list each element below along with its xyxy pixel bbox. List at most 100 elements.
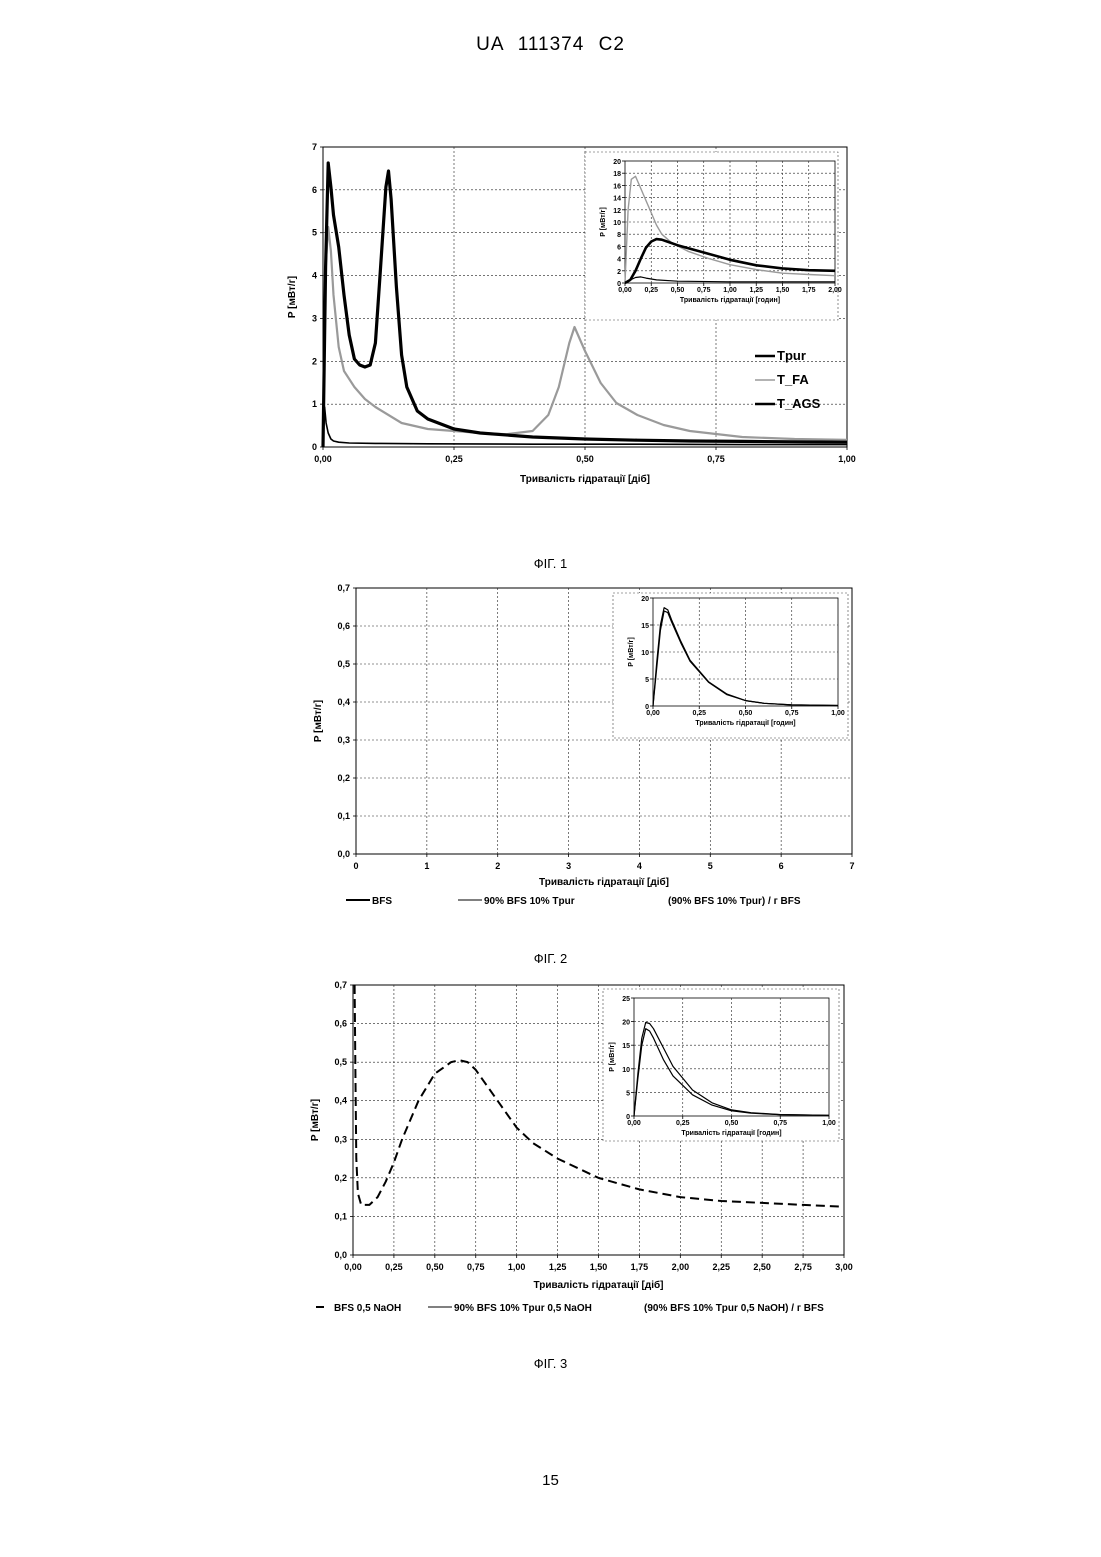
fig3-x-tick-label: 0,75 xyxy=(467,1262,485,1272)
fig1-x-tick-label: 0,25 xyxy=(445,454,463,464)
fig3-y-tick-label: 0,0 xyxy=(334,1250,347,1260)
fig1-inset-y-tick-label: 10 xyxy=(613,220,621,227)
fig3-inset-x-tick-label: 1,00 xyxy=(822,1120,836,1127)
fig2-y-tick-label: 0,6 xyxy=(337,621,350,631)
fig3-x-tick-label: 1,75 xyxy=(631,1262,649,1272)
fig1-y-tick-label: 0 xyxy=(312,442,317,452)
fig3-y-tick-label: 0,1 xyxy=(334,1211,347,1221)
fig1-inset-box xyxy=(585,152,838,320)
fig1-inset-y-tick-label: 2 xyxy=(617,269,621,276)
fig2-x-tick-label: 3 xyxy=(566,861,571,871)
fig1-inset-y-tick-label: 0 xyxy=(617,281,621,288)
fig1-y-tick-label: 2 xyxy=(312,356,317,366)
fig2-legend-label: BFS xyxy=(372,896,392,907)
figure-1-chart: 0,000,250,500,751,0001234567Тривалість г… xyxy=(0,130,1101,500)
fig2-inset-y-tick-label: 10 xyxy=(641,650,649,657)
fig2-inset-x-tick-label: 0,00 xyxy=(646,710,660,717)
fig2-y-tick-label: 0,5 xyxy=(337,659,350,669)
fig3-y-tick-label: 0,7 xyxy=(334,980,347,990)
fig2-y-tick-label: 0,1 xyxy=(337,811,350,821)
fig3-y-tick-label: 0,2 xyxy=(334,1173,347,1183)
fig1-inset-y-tick-label: 6 xyxy=(617,244,621,251)
fig2-inset-y-axis-label: P [мВт/г] xyxy=(628,637,635,667)
fig1-inset-x-tick-label: 0,50 xyxy=(671,287,685,294)
fig1-inset-y-tick-label: 18 xyxy=(613,171,621,178)
fig2-x-tick-label: 5 xyxy=(708,861,713,871)
fig1-inset-y-tick-label: 14 xyxy=(613,196,621,203)
fig3-inset-plot: 0,000,250,500,751,000510152025Тривалість… xyxy=(603,989,839,1141)
fig3-inset-x-axis-label: Тривалість гідратації [годин] xyxy=(681,1129,781,1137)
fig1-inset-x-tick-label: 0,75 xyxy=(697,287,711,294)
fig3-y-tick-label: 0,6 xyxy=(334,1019,347,1029)
fig3-inset-y-tick-label: 15 xyxy=(622,1043,630,1050)
fig2-legend-label: 90% BFS 10% Tpur xyxy=(484,896,575,907)
fig2-legend: BFS 90% BFS 10% Tpur (90% BFS 10% Tpur) / … xyxy=(346,896,801,907)
fig1-inset-plot: 0,000,250,500,751,001,251,501,752,000246… xyxy=(585,152,842,320)
fig1-inset-y-tick-label: 12 xyxy=(613,208,621,215)
fig1-legend: TpurT_FAT_AGS xyxy=(755,348,821,411)
fig1-y-axis-label: P [мВт/г] xyxy=(287,276,298,318)
fig3-legend-label: (90% BFS 10% Tpur 0,5 NaOH) / г BFS xyxy=(644,1303,824,1314)
fig1-inset-y-axis-label: P [мВт/г] xyxy=(600,207,607,237)
fig2-x-tick-label: 2 xyxy=(495,861,500,871)
figure-2-caption: ФІГ. 2 xyxy=(0,951,1101,966)
fig1-y-tick-label: 3 xyxy=(312,313,317,323)
fig3-x-tick-label: 2,50 xyxy=(753,1262,771,1272)
document-header: UA 111374 C2 xyxy=(0,34,1101,56)
fig1-y-tick-label: 5 xyxy=(312,228,317,238)
fig3-inset-x-tick-label: 0,25 xyxy=(676,1120,690,1127)
fig3-inset-y-tick-label: 5 xyxy=(626,1090,630,1097)
fig1-inset-x-tick-label: 1,75 xyxy=(802,287,816,294)
fig3-x-tick-label: 0,50 xyxy=(426,1262,444,1272)
fig3-y-tick-label: 0,4 xyxy=(334,1096,347,1106)
fig1-inset-y-tick-label: 20 xyxy=(613,159,621,166)
fig3-inset-x-tick-label: 0,75 xyxy=(773,1120,787,1127)
fig1-inset-x-axis-label: Тривалість гідратації [годин] xyxy=(680,296,780,304)
fig1-inset-x-tick-label: 0,00 xyxy=(618,287,632,294)
fig3-x-tick-label: 1,25 xyxy=(549,1262,567,1272)
fig3-y-tick-label: 0,5 xyxy=(334,1057,347,1067)
fig1-legend-label: T_AGS xyxy=(777,396,821,411)
fig3-x-tick-label: 2,25 xyxy=(712,1262,730,1272)
fig3-x-tick-label: 3,00 xyxy=(835,1262,853,1272)
fig1-inset-x-tick-label: 2,00 xyxy=(828,287,842,294)
fig2-y-tick-label: 0,2 xyxy=(337,773,350,783)
fig3-x-tick-label: 2,75 xyxy=(794,1262,812,1272)
fig2-x-axis-label: Тривалість гідратації [діб] xyxy=(539,876,669,888)
fig2-legend-label: (90% BFS 10% Tpur) / г BFS xyxy=(668,896,801,907)
fig1-x-axis-label: Тривалість гідратації [діб] xyxy=(520,473,650,485)
fig3-inset-x-tick-label: 0,00 xyxy=(627,1120,641,1127)
fig3-x-tick-label: 1,50 xyxy=(590,1262,608,1272)
fig1-x-tick-label: 0,75 xyxy=(707,454,725,464)
figure-3-chart: 0,000,250,500,751,001,251,501,752,002,25… xyxy=(0,975,1101,1325)
fig1-y-tick-label: 6 xyxy=(312,185,317,195)
fig3-inset-y-tick-label: 10 xyxy=(622,1067,630,1074)
figure-1-caption: ФІГ. 1 xyxy=(0,556,1101,571)
fig2-x-tick-label: 7 xyxy=(849,861,854,871)
fig1-inset-y-tick-label: 4 xyxy=(617,257,621,264)
fig1-x-tick-label: 1,00 xyxy=(838,454,856,464)
page-number: 15 xyxy=(0,1472,1101,1489)
fig3-inset-y-axis-label: P [мВт/г] xyxy=(609,1042,616,1072)
fig1-legend-label: T_FA xyxy=(777,372,809,387)
fig2-inset-x-tick-label: 0,50 xyxy=(739,710,753,717)
fig2-x-tick-label: 1 xyxy=(424,861,429,871)
fig3-x-tick-label: 0,25 xyxy=(385,1262,403,1272)
fig2-x-tick-label: 6 xyxy=(779,861,784,871)
fig2-inset-y-tick-label: 0 xyxy=(645,704,649,711)
fig3-inset-x-tick-label: 0,50 xyxy=(725,1120,739,1127)
fig1-inset-x-tick-label: 1,00 xyxy=(723,287,737,294)
fig3-inset-y-tick-label: 25 xyxy=(622,996,630,1003)
fig2-x-tick-label: 4 xyxy=(637,861,642,871)
fig1-y-tick-label: 4 xyxy=(312,271,317,281)
fig3-x-axis-label: Тривалість гідратації [діб] xyxy=(534,1279,664,1291)
fig3-y-tick-label: 0,3 xyxy=(334,1134,347,1144)
fig2-y-tick-label: 0,4 xyxy=(337,697,350,707)
fig2-inset-y-tick-label: 5 xyxy=(645,677,649,684)
fig2-inset-y-tick-label: 15 xyxy=(641,623,649,630)
fig3-inset-y-tick-label: 20 xyxy=(622,1020,630,1027)
fig2-y-tick-label: 0,0 xyxy=(337,849,350,859)
fig1-inset-x-tick-label: 1,25 xyxy=(749,287,763,294)
fig2-inset-plot: 0,000,250,500,751,0005101520Тривалість г… xyxy=(613,593,848,738)
fig2-inset-x-axis-label: Тривалість гідратації [годин] xyxy=(695,719,795,727)
